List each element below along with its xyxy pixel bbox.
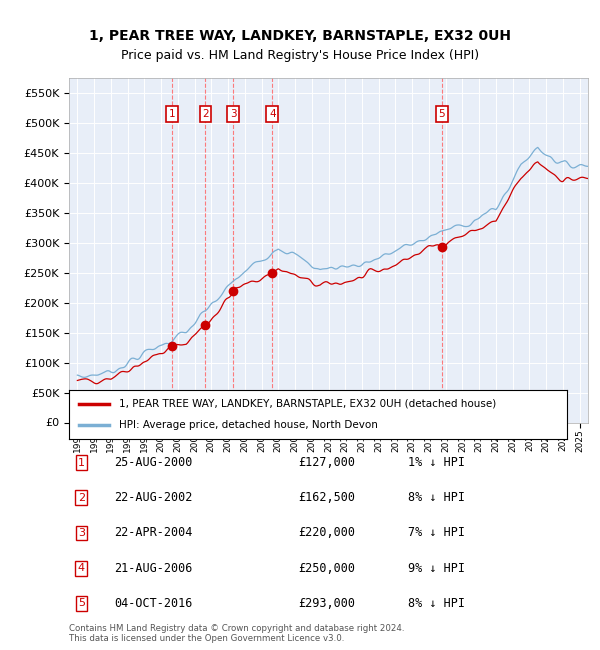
Text: 5: 5 (439, 109, 445, 119)
Text: £162,500: £162,500 (298, 491, 355, 504)
Text: 1% ↓ HPI: 1% ↓ HPI (407, 456, 464, 469)
Text: 2: 2 (202, 109, 209, 119)
Text: 3: 3 (78, 528, 85, 538)
Text: 7% ↓ HPI: 7% ↓ HPI (407, 526, 464, 539)
Text: £220,000: £220,000 (298, 526, 355, 539)
Text: HPI: Average price, detached house, North Devon: HPI: Average price, detached house, Nort… (119, 420, 377, 430)
Text: 3: 3 (230, 109, 236, 119)
Text: 5: 5 (78, 598, 85, 608)
Text: 8% ↓ HPI: 8% ↓ HPI (407, 597, 464, 610)
Text: £127,000: £127,000 (298, 456, 355, 469)
Text: 1, PEAR TREE WAY, LANDKEY, BARNSTAPLE, EX32 0UH (detached house): 1, PEAR TREE WAY, LANDKEY, BARNSTAPLE, E… (119, 398, 496, 409)
Text: £250,000: £250,000 (298, 562, 355, 575)
Text: 21-AUG-2006: 21-AUG-2006 (114, 562, 192, 575)
Text: 4: 4 (78, 563, 85, 573)
Text: 1: 1 (169, 109, 175, 119)
Text: 9% ↓ HPI: 9% ↓ HPI (407, 562, 464, 575)
Text: Price paid vs. HM Land Registry's House Price Index (HPI): Price paid vs. HM Land Registry's House … (121, 49, 479, 62)
Text: 04-OCT-2016: 04-OCT-2016 (114, 597, 192, 610)
Text: 8% ↓ HPI: 8% ↓ HPI (407, 491, 464, 504)
Text: 1: 1 (78, 458, 85, 468)
Text: £293,000: £293,000 (298, 597, 355, 610)
Text: 25-AUG-2000: 25-AUG-2000 (114, 456, 192, 469)
Text: 22-APR-2004: 22-APR-2004 (114, 526, 192, 539)
Text: 22-AUG-2002: 22-AUG-2002 (114, 491, 192, 504)
Text: Contains HM Land Registry data © Crown copyright and database right 2024.
This d: Contains HM Land Registry data © Crown c… (69, 624, 404, 644)
Text: 4: 4 (269, 109, 276, 119)
Text: 1, PEAR TREE WAY, LANDKEY, BARNSTAPLE, EX32 0UH: 1, PEAR TREE WAY, LANDKEY, BARNSTAPLE, E… (89, 29, 511, 43)
Text: 2: 2 (78, 493, 85, 503)
